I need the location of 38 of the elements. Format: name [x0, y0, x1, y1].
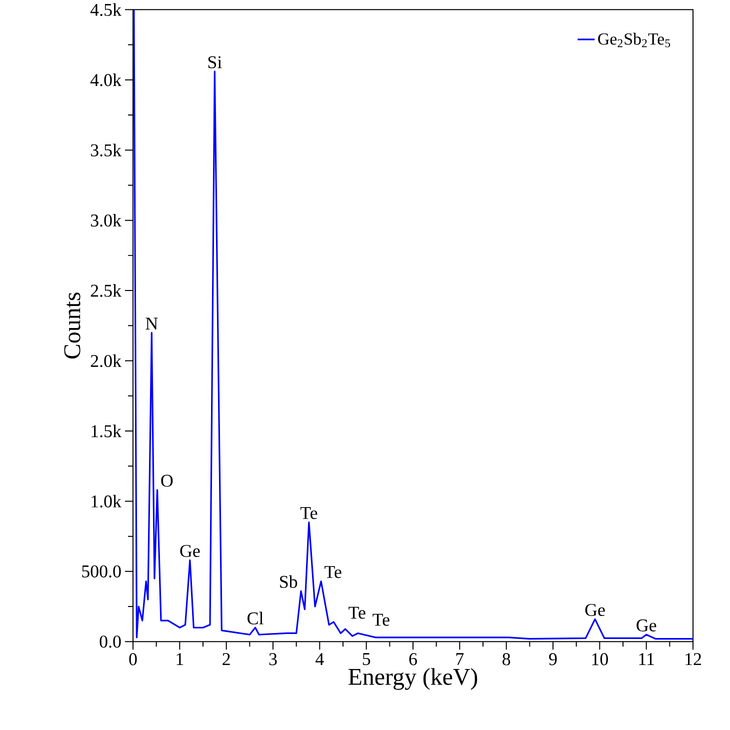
annotation: Ge [585, 604, 605, 616]
y-tick-label: 1.5k [92, 424, 122, 438]
annotation: N [146, 318, 158, 330]
annotation: Ge [636, 620, 656, 632]
y-tick-label: 2.5k [90, 284, 122, 298]
annotation: Te [324, 566, 342, 578]
x-tick-label: 1 [176, 653, 184, 666]
y-tick-label: 2.0k [90, 354, 122, 368]
x-tick-label: 10 [592, 653, 608, 666]
x-tick-label: 4 [316, 653, 324, 666]
x-axis-title: Energy (keV) [348, 668, 478, 690]
legend-label: Ge$_{2}$Sb$_{2}$Te$_{5}$ [598, 32, 670, 48]
y-tick-label: 3.5k [90, 144, 122, 157]
x-tick-label: 6 [409, 653, 417, 666]
x-tick-label: 3 [269, 653, 277, 666]
x-tick-label: 0 [129, 653, 137, 666]
x-tick-label: 5 [362, 653, 370, 666]
annotation: O [161, 474, 173, 487]
y-tick-label: 4.5k [90, 3, 122, 16]
y-tick-label: 3.0k [90, 214, 122, 227]
y-tick-label: 1.0k [92, 495, 122, 508]
annotation: Si [208, 56, 222, 68]
y-tick-label: 4.0k [90, 74, 122, 86]
annotation: Te [348, 607, 366, 619]
x-tick-label: 9 [549, 653, 557, 666]
annotation: Sb [280, 575, 298, 588]
annotation: Te [300, 507, 318, 520]
annotation: Ge [180, 545, 200, 558]
y-axis-title: Counts [64, 292, 80, 359]
x-tick-label: 11 [639, 653, 654, 666]
y-tick-label: 500.0 [82, 566, 121, 578]
y-tick-label: 0.0 [100, 636, 121, 648]
x-tick-label: 2 [222, 653, 230, 666]
x-tick-label: 12 [686, 653, 701, 666]
x-tick-label: 7 [456, 653, 464, 666]
annotation: Te [372, 614, 390, 626]
x-tick-label: 8 [502, 653, 510, 666]
annotation: Cl [248, 612, 264, 625]
